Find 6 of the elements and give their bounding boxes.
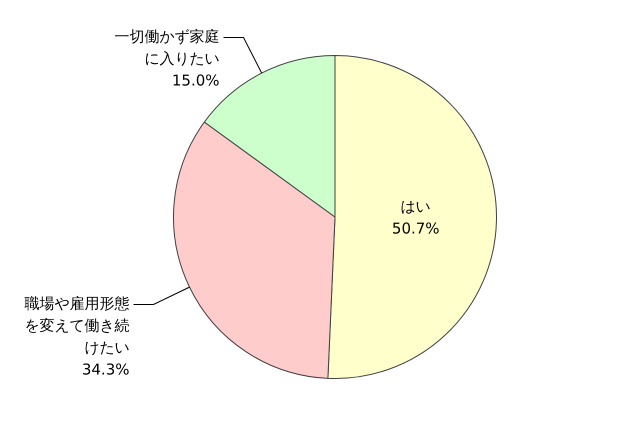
slice-label: 一切働かず家庭に入りたい: [114, 27, 220, 68]
slice-label: はい: [400, 198, 431, 216]
data-label: 50.7%: [392, 220, 440, 238]
slice-label: 職場や雇用形態を変えて働き続けたい: [24, 294, 130, 356]
data-label: 34.3%: [82, 360, 130, 378]
data-label: 15.0%: [172, 71, 220, 90]
